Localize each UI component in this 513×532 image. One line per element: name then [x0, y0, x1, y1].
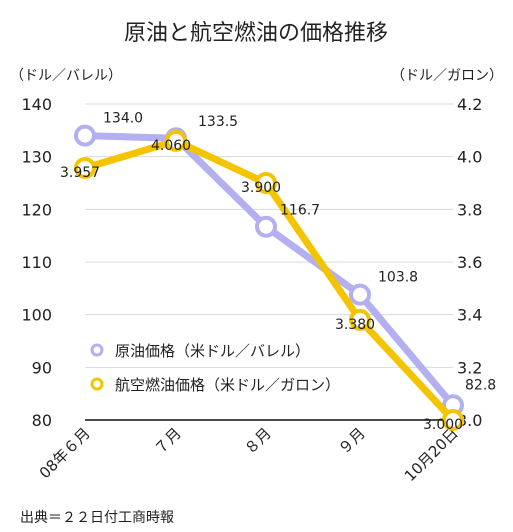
jet-fuel-legend-marker [90, 377, 104, 391]
jet-fuel-data-label: 3.380 [335, 317, 375, 333]
right-tick-label: 4.2 [457, 95, 482, 114]
right-tick-label: 3.8 [457, 200, 482, 219]
left-axis-unit: （ドル／バレル） [10, 68, 122, 84]
jet-fuel-point [165, 129, 187, 152]
right-axis-ticks: 3.0 3.2 3.4 3.6 3.8 4.0 4.2 [457, 95, 482, 430]
jet-fuel-data-label: 4.060 [151, 138, 191, 154]
chart-title: 原油と航空燃油の価格推移 [124, 21, 388, 46]
right-tick-label: 3.2 [457, 358, 482, 377]
left-tick-label: 140 [21, 95, 52, 114]
right-tick-label: 3.0 [457, 411, 482, 430]
series-lines: 134.0 133.5 116.7 103.8 82.8 3.957 4.060 3.900 3… [60, 111, 496, 433]
crude-oil-data-label: 134.0 [103, 111, 143, 127]
category-label: ９月 [335, 424, 369, 458]
crude-oil-data-label: 133.5 [198, 114, 238, 130]
gridlines [85, 103, 453, 421]
crude-oil-point [349, 283, 371, 306]
crude-oil-legend-marker [90, 343, 104, 357]
jet-fuel-point [255, 172, 277, 194]
left-tick-label: 80 [32, 411, 52, 430]
crude-oil-data-label: 116.7 [280, 203, 320, 219]
right-tick-label: 3.6 [457, 253, 482, 272]
crude-oil-data-label: 103.8 [378, 270, 418, 286]
jet-fuel-legend-label: 航空燃油価格（米ドル／ガロン） [115, 376, 340, 394]
crude-oil-legend-label: 原油価格（米ドル／バレル） [115, 342, 310, 360]
right-tick-label: 3.4 [457, 306, 482, 325]
legend: 原油価格（米ドル／バレル） 航空燃油価格（米ドル／ガロン） [90, 342, 340, 394]
left-axis-ticks: 80 90 100 110 120 130 140 [21, 95, 52, 430]
crude-oil-data-label: 82.8 [465, 377, 496, 393]
category-label: 10月20日 [401, 424, 462, 485]
category-label: ８月 [241, 424, 275, 458]
left-tick-label: 130 [21, 148, 52, 167]
left-tick-label: 110 [21, 253, 52, 272]
jet-fuel-data-label: 3.000 [423, 417, 463, 433]
jet-fuel-point [442, 409, 464, 431]
left-tick-label: 100 [21, 306, 52, 325]
jet-fuel-point [74, 156, 96, 179]
category-label: ７月 [151, 424, 185, 458]
category-labels: 08年６月 ７月 ８月 ９月 10月20日 [36, 424, 462, 485]
left-tick-label: 120 [21, 200, 52, 219]
left-tick-label: 90 [32, 358, 52, 377]
jet-fuel-data-label: 3.957 [60, 165, 100, 181]
jet-fuel-point [349, 308, 371, 331]
right-axis-unit: （ドル／ガロン） [391, 68, 503, 84]
category-label: 08年６月 [36, 424, 94, 482]
source-note: 出典＝２２日付工商時報 [20, 510, 174, 526]
jet-fuel-data-label: 3.900 [241, 180, 281, 196]
right-tick-label: 4.0 [457, 148, 482, 167]
crude-oil-point [74, 124, 96, 147]
crude-oil-point [255, 215, 277, 238]
